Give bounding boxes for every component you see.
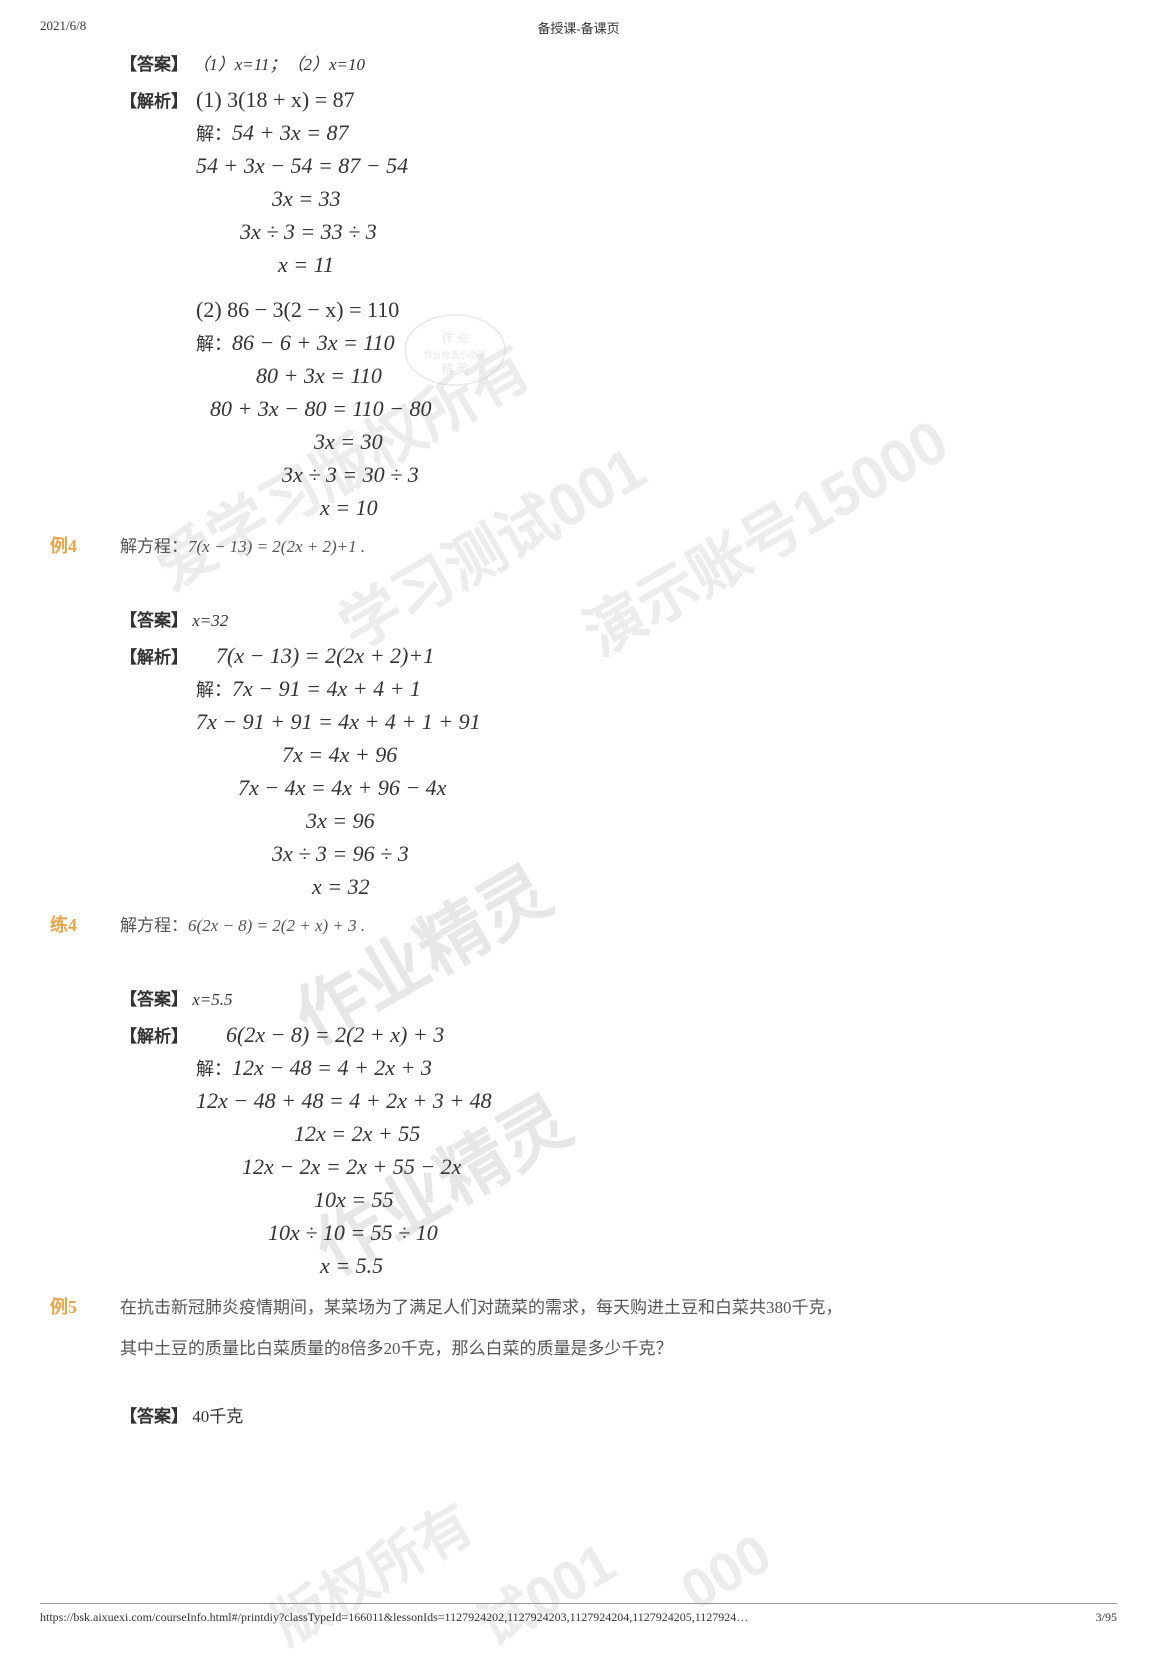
answer-row: 【答案】 （1）x=11；（2）x=10 <box>120 50 1107 75</box>
equation-block: (1) 3(18 + x) = 87 解：54 + 3x = 87 54 + 3… <box>196 83 432 524</box>
equation-line: 3x ÷ 3 = 30 ÷ 3 <box>196 458 432 491</box>
header-date: 2021/6/8 <box>40 18 86 34</box>
answer-tag: 【答案】 <box>120 55 188 74</box>
practice-label: 练4 <box>50 915 77 935</box>
problem-row: 练4 解方程：6(2x − 8) = 2(2 + x) + 3 . <box>50 909 1107 937</box>
equation-line: 3x ÷ 3 = 96 ÷ 3 <box>196 837 481 870</box>
equation-line: x = 11 <box>196 248 432 281</box>
answer-value: 40千克 <box>192 1407 243 1426</box>
equation-line: 80 + 3x − 80 = 110 − 80 <box>196 392 432 425</box>
equation-line: x = 32 <box>196 870 481 903</box>
answer-tag: 【答案】 <box>120 611 188 630</box>
equation-line: x = 5.5 <box>196 1249 492 1282</box>
answer-value: x=5.5 <box>192 990 232 1009</box>
equation-line: 7x − 91 + 91 = 4x + 4 + 1 + 91 <box>196 705 481 738</box>
equation-line: 解：54 + 3x = 87 <box>196 116 432 149</box>
equation-line: 3x = 30 <box>196 425 432 458</box>
equation-line: x = 10 <box>196 491 432 524</box>
example-label: 例4 <box>50 536 77 556</box>
analysis-row: 【解析】 6(2x − 8) = 2(2 + x) + 3 解：12x − 48… <box>120 1018 1107 1282</box>
equation-line: 解：7x − 91 = 4x + 4 + 1 <box>196 672 481 705</box>
answer-tag: 【答案】 <box>120 1407 188 1426</box>
content-area: 【答案】 （1）x=11；（2）x=10 【解析】 (1) 3(18 + x) … <box>50 50 1107 1435</box>
answer-value: x=32 <box>192 611 228 630</box>
equation-line: 7(x − 13) = 2(2x + 2)+1 <box>196 639 481 672</box>
equation-line: 10x = 55 <box>196 1183 492 1216</box>
answer-value: （1）x=11；（2）x=10 <box>192 55 365 74</box>
watermark-text: 试001 <box>460 1519 627 1661</box>
equation-line: (1) 3(18 + x) = 87 <box>196 83 432 116</box>
answer-tag: 【答案】 <box>120 990 188 1009</box>
analysis-row: 【解析】 (1) 3(18 + x) = 87 解：54 + 3x = 87 5… <box>120 83 1107 524</box>
equation-block: 7(x − 13) = 2(2x + 2)+1 解：7x − 91 = 4x +… <box>196 639 481 903</box>
equation-line: 3x = 96 <box>196 804 481 837</box>
problem-row: 例4 解方程：7(x − 13) = 2(2x + 2)+1 . <box>50 530 1107 558</box>
equation-line: 解：12x − 48 = 4 + 2x + 3 <box>196 1051 492 1084</box>
equation-line: (2) 86 − 3(2 − x) = 110 <box>196 293 432 326</box>
problem-text: 在抗击新冠肺炎疫情期间，某菜场为了满足人们对蔬菜的需求，每天购进土豆和白菜共38… <box>120 1288 843 1370</box>
equation-line: 6(2x − 8) = 2(2 + x) + 3 <box>196 1018 492 1051</box>
problem-row: 例5 在抗击新冠肺炎疫情期间，某菜场为了满足人们对蔬菜的需求，每天购进土豆和白菜… <box>50 1288 1107 1370</box>
analysis-tag: 【解析】 <box>120 83 188 112</box>
problem-text: 解方程：6(2x − 8) = 2(2 + x) + 3 . <box>120 911 365 936</box>
page-footer: https://bsk.aixuexi.com/courseInfo.html#… <box>40 1603 1117 1625</box>
header-title: 备授课-备课页 <box>537 18 619 37</box>
answer-row: 【答案】 x=5.5 <box>120 985 1107 1010</box>
equation-line: 54 + 3x − 54 = 87 − 54 <box>196 149 432 182</box>
equation-line: 80 + 3x = 110 <box>196 359 432 392</box>
example-label: 例5 <box>50 1297 77 1317</box>
equation-line: 7x = 4x + 96 <box>196 738 481 771</box>
answer-row: 【答案】 40千克 <box>120 1402 1107 1427</box>
problem-text: 解方程：7(x − 13) = 2(2x + 2)+1 . <box>120 532 365 557</box>
equation-line: 3x ÷ 3 = 33 ÷ 3 <box>196 215 432 248</box>
analysis-tag: 【解析】 <box>120 639 188 668</box>
equation-line: 10x ÷ 10 = 55 ÷ 10 <box>196 1216 492 1249</box>
watermark-text: 版权所有 <box>255 1480 486 1659</box>
equation-line: 12x − 48 + 48 = 4 + 2x + 3 + 48 <box>196 1084 492 1117</box>
equation-line: 7x − 4x = 4x + 96 − 4x <box>196 771 481 804</box>
equation-block: 6(2x − 8) = 2(2 + x) + 3 解：12x − 48 = 4 … <box>196 1018 492 1282</box>
analysis-row: 【解析】 7(x − 13) = 2(2x + 2)+1 解：7x − 91 =… <box>120 639 1107 903</box>
footer-page-number: 3/95 <box>1096 1610 1117 1625</box>
answer-row: 【答案】 x=32 <box>120 606 1107 631</box>
equation-line: 3x = 33 <box>196 182 432 215</box>
equation-line: 解：86 − 6 + 3x = 110 <box>196 326 432 359</box>
footer-url: https://bsk.aixuexi.com/courseInfo.html#… <box>40 1610 748 1625</box>
equation-line: 12x = 2x + 55 <box>196 1117 492 1150</box>
analysis-tag: 【解析】 <box>120 1018 188 1047</box>
equation-line: 12x − 2x = 2x + 55 − 2x <box>196 1150 492 1183</box>
